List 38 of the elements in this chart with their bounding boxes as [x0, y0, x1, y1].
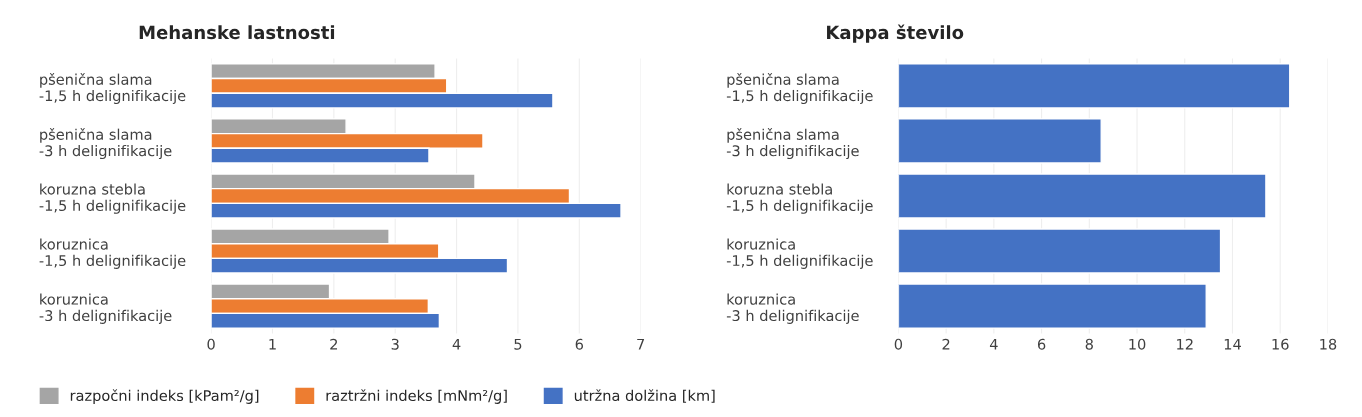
- x-tick-label: 10: [1129, 338, 1146, 350]
- x-tick-label: 16: [1272, 338, 1289, 350]
- y-tick-label: koruzna stebla -1,5 h delignifikacije: [726, 183, 873, 214]
- y-tick-label: pšenična slama -1,5 h delignifikacije: [39, 73, 186, 105]
- y-tick-label: pšenična slama -3 h delignifikacije: [726, 128, 859, 160]
- chart-title: Mehanske lastnosti: [139, 25, 335, 40]
- x-tick-label: 2: [330, 338, 338, 350]
- chart-title: Kappa število: [827, 24, 964, 43]
- y-tick-label: koruznica -1,5 h delignifikacije: [39, 238, 186, 269]
- y-tick-label: koruznica -1,5 h delignifikacije: [726, 238, 873, 269]
- x-tick-label: 12: [1177, 338, 1193, 350]
- x-tick-label: 6: [1037, 338, 1046, 350]
- x-tick-label: 4: [989, 338, 998, 350]
- x-tick-label: 6: [575, 338, 584, 350]
- y-tick-label: pšenična slama -1,5 h delignifikacije: [726, 73, 873, 105]
- x-tick-label: 7: [637, 338, 645, 350]
- bar: [898, 118, 1102, 164]
- x-tick-label: 0: [207, 338, 215, 350]
- y-tick-label: koruznica -3 h delignifikacije: [726, 293, 859, 324]
- x-tick-label: 8: [1085, 338, 1093, 350]
- legend-label: utržna dolžina [km]: [574, 389, 715, 403]
- x-tick-label: 4: [452, 338, 461, 350]
- x-tick-label: 3: [391, 338, 399, 350]
- x-tick-label: 0: [894, 338, 903, 350]
- bar: [898, 228, 1222, 274]
- bar: [898, 283, 1207, 329]
- bar: [898, 173, 1267, 219]
- x-tick-label: 1: [269, 338, 276, 350]
- y-tick-label: koruznica -3 h delignifikacije: [39, 293, 172, 324]
- legend-label: raztržni indeks [mNm²/g]: [326, 389, 507, 404]
- y-tick-label: pšenična slama -3 h delignifikacije: [39, 128, 172, 160]
- legend-label: razpočni indeks [kPam²/g]: [70, 389, 259, 404]
- x-tick-label: 14: [1224, 338, 1241, 350]
- y-tick-label: koruzna stebla -1,5 h delignifikacije: [39, 183, 186, 214]
- x-tick-label: 2: [942, 338, 950, 350]
- x-tick-label: 18: [1320, 338, 1337, 350]
- x-tick-label: 5: [514, 338, 522, 350]
- bar: [898, 63, 1291, 109]
